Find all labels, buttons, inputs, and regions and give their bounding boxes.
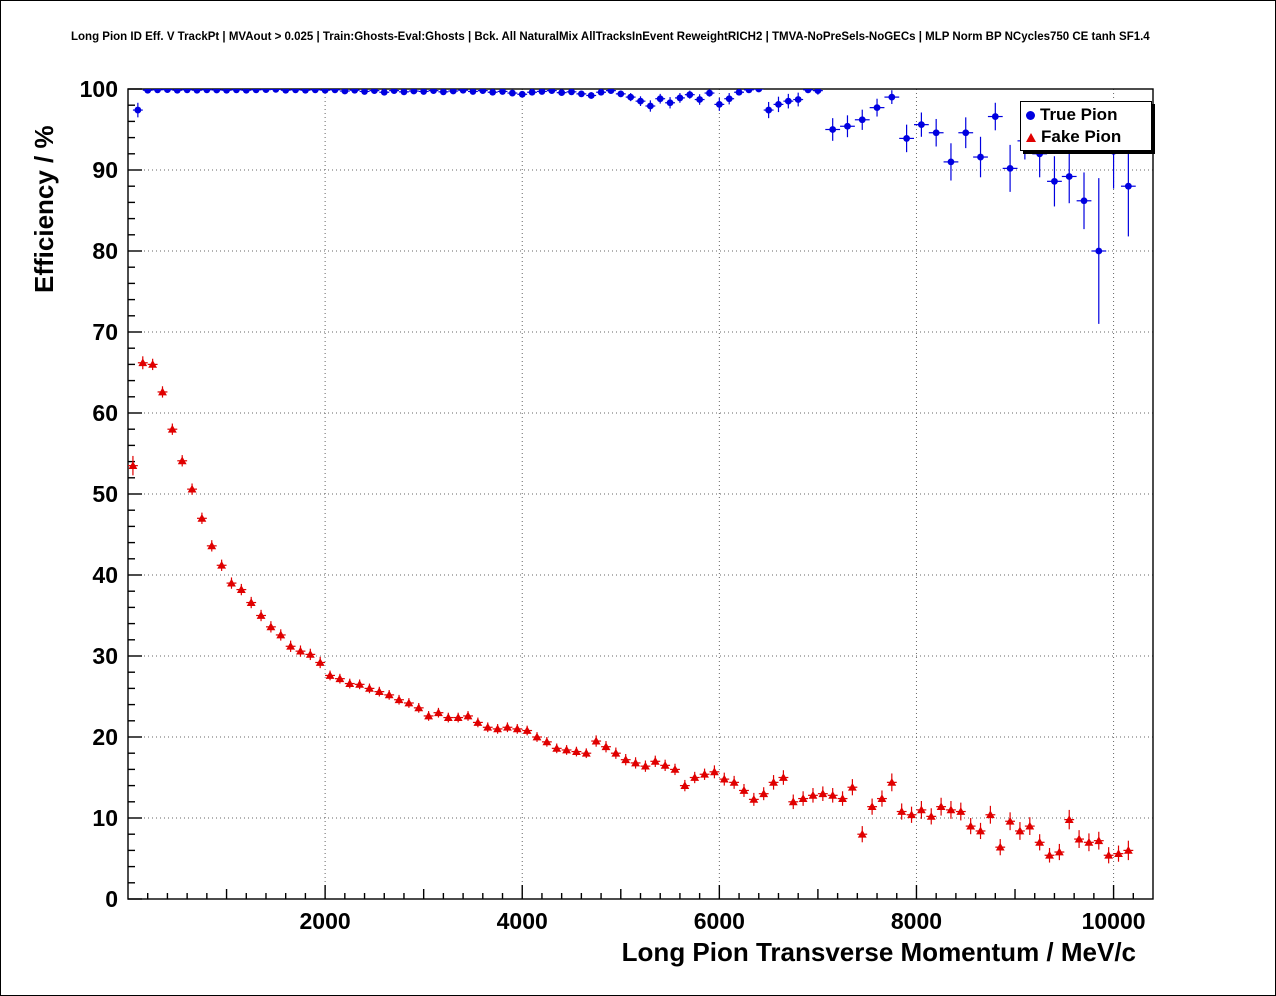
svg-text:8000: 8000 <box>891 908 942 934</box>
svg-text:30: 30 <box>92 643 118 669</box>
svg-text:4000: 4000 <box>497 908 548 934</box>
legend-label-fake-pion: Fake Pion <box>1041 127 1122 146</box>
legend: True Pion Fake Pion <box>1020 101 1152 151</box>
svg-text:90: 90 <box>92 157 118 183</box>
svg-text:0: 0 <box>105 886 118 912</box>
fake-pion-marker-icon <box>1026 132 1036 142</box>
svg-text:2000: 2000 <box>300 908 351 934</box>
svg-text:10000: 10000 <box>1082 908 1146 934</box>
svg-text:80: 80 <box>92 238 118 264</box>
legend-label-true-pion: True Pion <box>1040 105 1118 124</box>
svg-text:100: 100 <box>80 76 118 102</box>
svg-text:6000: 6000 <box>694 908 745 934</box>
plot-title: Long Pion ID Eff. V TrackPt | MVAout > 0… <box>71 31 1150 43</box>
y-axis-title: Efficiency / % <box>29 125 59 293</box>
svg-text:50: 50 <box>92 481 118 507</box>
true-pion-marker-icon <box>1026 110 1035 120</box>
svg-text:20: 20 <box>92 724 118 750</box>
svg-text:60: 60 <box>92 400 118 426</box>
svg-text:70: 70 <box>92 319 118 345</box>
legend-entry-true-pion: True Pion <box>1021 104 1151 126</box>
legend-entry-fake-pion: Fake Pion <box>1021 126 1151 148</box>
svg-text:40: 40 <box>92 562 118 588</box>
svg-text:10: 10 <box>92 805 118 831</box>
x-axis-title: Long Pion Transverse Momentum / MeV/c <box>621 937 1136 967</box>
